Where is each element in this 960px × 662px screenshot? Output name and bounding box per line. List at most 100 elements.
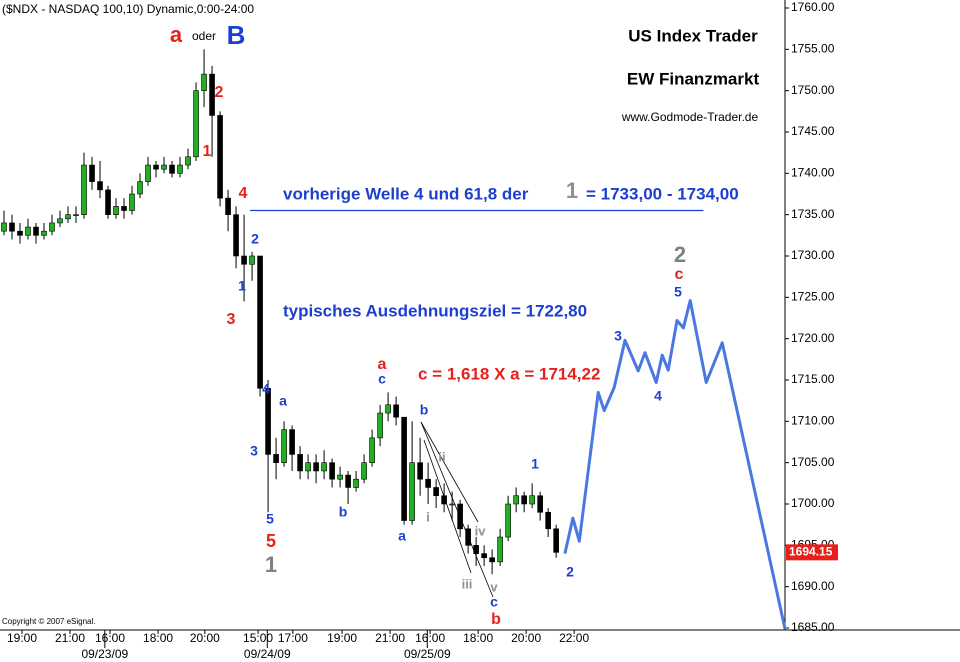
channel-lines [420, 421, 494, 598]
candle-body [241, 255, 247, 265]
x-tick-label: 22:00 [559, 631, 589, 645]
y-tick-label: 1740.00 [791, 166, 835, 180]
candle-body [329, 462, 335, 480]
candle-body [401, 416, 407, 521]
channel-line [420, 421, 494, 598]
annotation: typisches Ausdehnungsziel = 1722,80 [283, 301, 587, 320]
candle-body [97, 181, 103, 191]
annotation: 2 [674, 242, 686, 267]
candle-body [25, 226, 31, 236]
candle-body [417, 462, 423, 480]
candle-body [457, 503, 463, 530]
candle-body [513, 495, 519, 505]
y-tick-label: 1725.00 [791, 290, 835, 304]
x-tick-label: 17:00 [278, 631, 308, 645]
candle-body [281, 429, 287, 463]
x-tick-label: 21:00 [375, 631, 405, 645]
candle-body [545, 511, 551, 530]
candle-body [73, 214, 79, 216]
candle-body [425, 478, 431, 488]
x-tick-label: 21:00 [55, 631, 85, 645]
date-tick-label: 09/24/09 [244, 647, 291, 661]
annotation: US Index Trader [628, 26, 758, 45]
y-tick-label: 1735.00 [791, 207, 835, 221]
candle-body [385, 404, 391, 414]
annotation: b [339, 504, 348, 520]
candle-body [33, 226, 39, 236]
annotation: 1 [203, 143, 212, 160]
annotation: = 1733,00 - 1734,00 [586, 184, 739, 203]
candle-body [377, 412, 383, 439]
annotation: a [398, 528, 406, 544]
x-tick-label: 20:00 [511, 631, 541, 645]
date-tick-label: 09/23/09 [81, 647, 128, 661]
last-price-label: 1694.15 [789, 545, 833, 559]
annotation: c [490, 594, 498, 610]
chart-title: ($NDX - NASDAQ 100,10) Dynamic,0:00-24:0… [2, 2, 254, 16]
annotation: 1 [531, 456, 539, 472]
annotation: 2 [215, 84, 224, 101]
candle-body [433, 487, 439, 497]
channel-line [423, 439, 472, 574]
annotation: www.Godmode-Trader.de [621, 110, 759, 124]
annotation: 3 [227, 311, 236, 328]
candle-body [273, 454, 279, 463]
candle-body [537, 495, 543, 513]
candle-body [409, 462, 415, 521]
annotation: c [378, 371, 386, 387]
annotation: 4 [654, 388, 662, 404]
annotation: EW Finanzmarkt [627, 69, 760, 88]
annotation: 5 [266, 531, 276, 551]
annotation: 4 [239, 185, 248, 202]
candle-body [249, 255, 255, 265]
candle-body [489, 557, 495, 563]
annotation: 1 [566, 178, 578, 203]
candle-body [473, 545, 479, 554]
candle-body [305, 462, 311, 472]
annotation: c = 1,618 X a = 1714,22 [418, 364, 600, 383]
annotation: 4 [262, 381, 270, 397]
candle-body [497, 536, 503, 563]
x-tick-label: 18:00 [143, 631, 173, 645]
y-tick-label: 1685.00 [791, 620, 835, 634]
annotation: B [227, 20, 246, 50]
annotation: 5 [674, 284, 682, 300]
candle-body [153, 164, 159, 170]
x-tick-label: 16:00 [95, 631, 125, 645]
channel-line [420, 421, 479, 523]
candle-body [393, 404, 399, 418]
annotation: c [675, 266, 684, 283]
candle-body [89, 164, 95, 182]
candle-body [345, 474, 351, 488]
candle-body [289, 429, 295, 455]
candle-body [193, 90, 199, 158]
annotation: 5 [266, 511, 274, 527]
y-tick-label: 1745.00 [791, 124, 835, 138]
candle-body [177, 164, 183, 174]
annotation: 1 [238, 278, 246, 294]
annotation: 1 [265, 552, 277, 577]
candle-body [169, 164, 175, 174]
candle-body [521, 495, 527, 505]
annotation: 2 [251, 231, 259, 247]
date-tick-label: 09/25/09 [404, 647, 451, 661]
projection-line [563, 299, 787, 630]
last-price-box [786, 544, 838, 561]
y-tick-label: 1750.00 [791, 83, 835, 97]
candle-body [529, 495, 535, 505]
annotation: 3 [250, 443, 258, 459]
annotation: ii [438, 449, 445, 464]
candle-body [297, 454, 303, 472]
annotation: a [378, 356, 387, 373]
candle-body [225, 197, 231, 215]
annotation: b [420, 402, 429, 418]
annotation: iii [462, 576, 473, 591]
candle-body [217, 115, 223, 199]
annotation: i [426, 509, 430, 524]
y-tick-label: 1755.00 [791, 42, 835, 56]
x-tick-label: 19:00 [7, 631, 37, 645]
candle-body [161, 164, 167, 170]
annotation: 2 [566, 564, 574, 580]
